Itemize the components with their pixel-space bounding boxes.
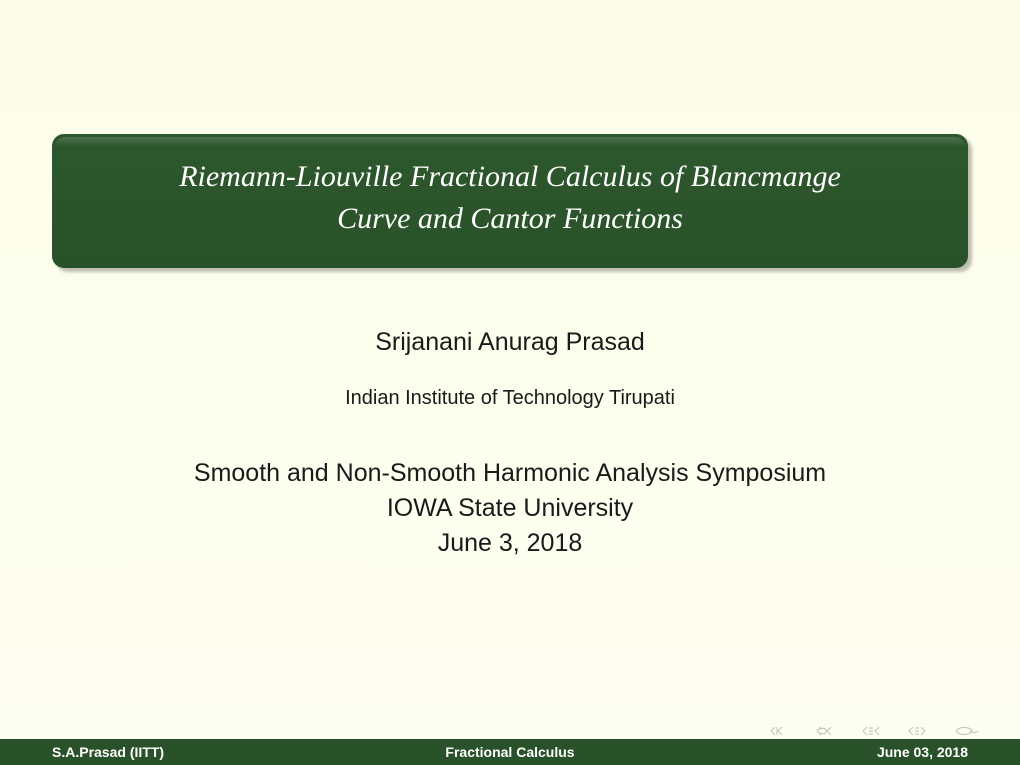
author-name: Srijanani Anurag Prasad [0,328,1020,357]
nav-prev-icon[interactable] [816,725,840,737]
symposium-line-3: June 3, 2018 [0,526,1020,561]
symposium-line-2: IOWA State University [0,491,1020,526]
title-line-1: Riemann-Liouville Fractional Calculus of… [82,156,938,198]
symposium-info: Smooth and Non-Smooth Harmonic Analysis … [0,456,1020,561]
title-line-2: Curve and Cantor Functions [82,198,938,240]
institution: Indian Institute of Technology Tirupati [0,387,1020,410]
content-area: Srijanani Anurag Prasad Indian Institute… [0,328,1020,561]
nav-first-icon[interactable] [770,725,794,737]
nav-next-section-icon[interactable] [908,725,932,737]
nav-bar [770,725,980,737]
nav-back-icon[interactable] [954,725,980,737]
title-box-wrapper: Riemann-Liouville Fractional Calculus of… [52,134,968,268]
footer-date: June 03, 2018 [877,744,1020,760]
footer-title: Fractional Calculus [445,744,574,760]
symposium-line-1: Smooth and Non-Smooth Harmonic Analysis … [0,456,1020,491]
footer-bar: S.A.Prasad (IITT) Fractional Calculus Ju… [0,739,1020,765]
title-box: Riemann-Liouville Fractional Calculus of… [52,134,968,268]
footer-author: S.A.Prasad (IITT) [0,744,164,760]
nav-prev-section-icon[interactable] [862,725,886,737]
